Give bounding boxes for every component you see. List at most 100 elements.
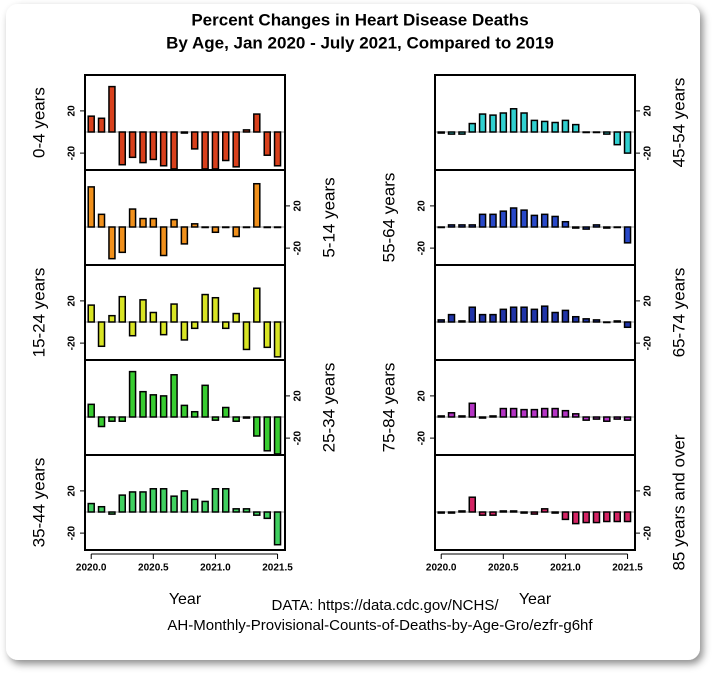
bar <box>211 131 220 170</box>
bar <box>242 508 251 513</box>
bar <box>263 511 271 520</box>
bar <box>489 511 497 516</box>
age-label: 45-54 years <box>669 78 688 168</box>
bar <box>603 131 611 135</box>
y-tick-label: 20 <box>417 200 428 212</box>
bar <box>232 416 240 422</box>
bar <box>170 495 178 513</box>
bar <box>242 416 251 419</box>
bar <box>468 122 477 133</box>
bar <box>571 511 580 525</box>
y-tick-label: -20 <box>417 430 428 445</box>
y-tick-label: -20 <box>293 430 304 445</box>
y-tick-label: -20 <box>67 335 78 350</box>
bar <box>509 108 518 133</box>
bar <box>221 488 230 513</box>
bar <box>190 410 199 418</box>
bar <box>458 224 466 228</box>
x-tick-label: 2021.5 <box>262 563 293 574</box>
bar <box>613 226 621 229</box>
bar <box>437 511 445 514</box>
bar <box>253 511 261 516</box>
bar <box>211 488 220 513</box>
y-tick-label: 20 <box>293 200 304 212</box>
bar <box>190 223 199 228</box>
bar <box>190 131 199 150</box>
bar <box>530 408 539 418</box>
bar <box>221 406 230 418</box>
bar <box>97 213 106 228</box>
bar <box>87 115 95 133</box>
bar <box>468 402 477 418</box>
age-label: 85 years and over <box>669 434 688 570</box>
bar <box>540 120 549 133</box>
x-axis-label: Year <box>519 591 552 608</box>
bar <box>551 407 559 418</box>
bar <box>190 321 199 330</box>
bar <box>489 213 497 228</box>
bar <box>87 304 95 323</box>
bar <box>273 416 282 455</box>
bar <box>458 320 466 323</box>
bar <box>603 226 611 229</box>
bar <box>437 226 445 229</box>
y-tick-label: -20 <box>643 525 654 540</box>
bar <box>180 490 189 513</box>
bar <box>592 224 601 228</box>
bar <box>478 416 487 419</box>
x-axis-label: Year <box>169 591 202 608</box>
bar <box>540 508 549 513</box>
bar <box>149 394 158 418</box>
bar <box>551 311 559 323</box>
bar <box>520 209 528 228</box>
bar <box>571 413 580 418</box>
bar <box>118 295 127 323</box>
y-tick-label: 20 <box>643 485 654 497</box>
bar <box>201 500 209 513</box>
bar <box>623 226 632 244</box>
bar <box>232 312 240 323</box>
bar <box>468 496 477 513</box>
bar <box>582 318 590 323</box>
bar <box>592 416 601 420</box>
bar <box>458 510 466 513</box>
age-label: 35-44 years <box>29 458 48 548</box>
bar <box>499 308 508 323</box>
bar <box>108 226 116 260</box>
panel-frame <box>84 454 286 551</box>
bar <box>87 403 95 418</box>
bar <box>201 293 209 323</box>
bar <box>499 407 508 418</box>
bar <box>211 416 220 421</box>
bar <box>118 416 127 422</box>
bar <box>561 220 570 228</box>
age-label: 65-74 years <box>669 268 688 358</box>
y-tick-label: 20 <box>67 485 78 497</box>
bar <box>253 287 261 323</box>
bar <box>253 416 261 437</box>
bar <box>447 131 456 135</box>
bar <box>478 113 487 133</box>
bar <box>170 303 178 323</box>
age-label: 5-14 years <box>319 177 338 257</box>
bar <box>551 121 559 133</box>
bar <box>159 226 168 257</box>
bar <box>97 117 106 133</box>
y-tick-label: -20 <box>643 145 654 160</box>
bar <box>613 131 621 146</box>
bar <box>170 374 178 418</box>
bar <box>499 210 508 228</box>
age-label: 75-84 years <box>379 363 398 453</box>
bar <box>253 182 261 228</box>
bar <box>520 112 528 133</box>
bar <box>551 511 559 514</box>
bar <box>509 407 518 418</box>
bar <box>128 491 137 513</box>
source-line: DATA: https://data.cdc.gov/NCHS/ <box>271 597 499 614</box>
x-tick-label: 2020.0 <box>76 563 107 574</box>
bar <box>159 395 168 418</box>
bar <box>139 217 147 228</box>
y-tick-label: -20 <box>293 240 304 255</box>
